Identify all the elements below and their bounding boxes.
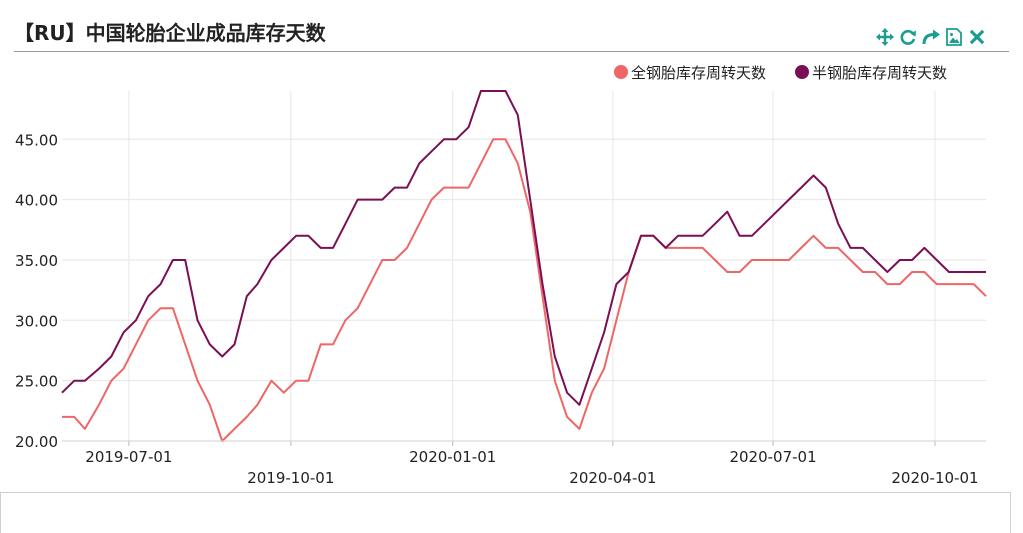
bottom-panel — [0, 492, 1011, 533]
move-icon — [876, 28, 894, 46]
toolbar-refresh-button[interactable] — [898, 27, 918, 47]
series-lines — [61, 90, 987, 442]
legend-marker-all-steel — [614, 65, 628, 79]
y-tick-label: 40.00 — [15, 192, 58, 210]
legend-label-semi-steel: 半钢胎库存周转天数 — [812, 64, 947, 82]
toolbar-move-button[interactable] — [875, 27, 895, 47]
legend-marker-semi-steel — [795, 65, 809, 79]
y-tick-label: 25.00 — [15, 373, 58, 391]
series-line-all-steel — [62, 138, 987, 442]
x-tick-label: 2019-10-01 — [247, 469, 334, 487]
close-icon — [969, 29, 985, 45]
x-tick-label: 2020-10-01 — [891, 469, 978, 487]
x-tick-label: 2020-01-01 — [409, 448, 496, 466]
toolbar-close-button[interactable] — [967, 27, 987, 47]
x-tick-label: 2020-07-01 — [729, 448, 816, 466]
header-divider — [14, 51, 1009, 52]
line-chart: 20.00 25.00 30.00 35.00 40.00 45.00 2019-07-01… — [15, 64, 987, 487]
toolbar-share-button[interactable] — [921, 27, 941, 47]
chart-header: 【RU】中国轮胎企业成品库存天数 — [0, 0, 1023, 56]
chart-toolbar — [875, 27, 987, 47]
share-icon — [922, 29, 940, 45]
chart-area: 20.00 25.00 30.00 35.00 40.00 45.00 2019-07-01… — [0, 56, 1023, 492]
legend: 全钢胎库存周转天数 半钢胎库存周转天数 — [614, 64, 947, 82]
chart-title: 【RU】中国轮胎企业成品库存天数 — [14, 21, 326, 45]
legend-item-all-steel[interactable]: 全钢胎库存周转天数 — [614, 64, 766, 82]
x-tick-label: 2019-07-01 — [85, 448, 172, 466]
image-icon — [946, 28, 962, 46]
legend-item-semi-steel[interactable]: 半钢胎库存周转天数 — [795, 64, 947, 82]
y-tick-label: 20.00 — [15, 433, 58, 451]
series-line-semi-steel — [61, 90, 986, 406]
x-tick-label: 2020-04-01 — [569, 469, 656, 487]
axes: 20.00 25.00 30.00 35.00 40.00 45.00 2019-07-01… — [15, 131, 986, 487]
refresh-icon — [900, 29, 916, 45]
legend-label-all-steel: 全钢胎库存周转天数 — [631, 64, 766, 82]
y-tick-label: 35.00 — [15, 252, 58, 270]
y-tick-label: 30.00 — [15, 312, 58, 330]
y-tick-label: 45.00 — [15, 131, 58, 149]
toolbar-image-button[interactable] — [944, 27, 964, 47]
